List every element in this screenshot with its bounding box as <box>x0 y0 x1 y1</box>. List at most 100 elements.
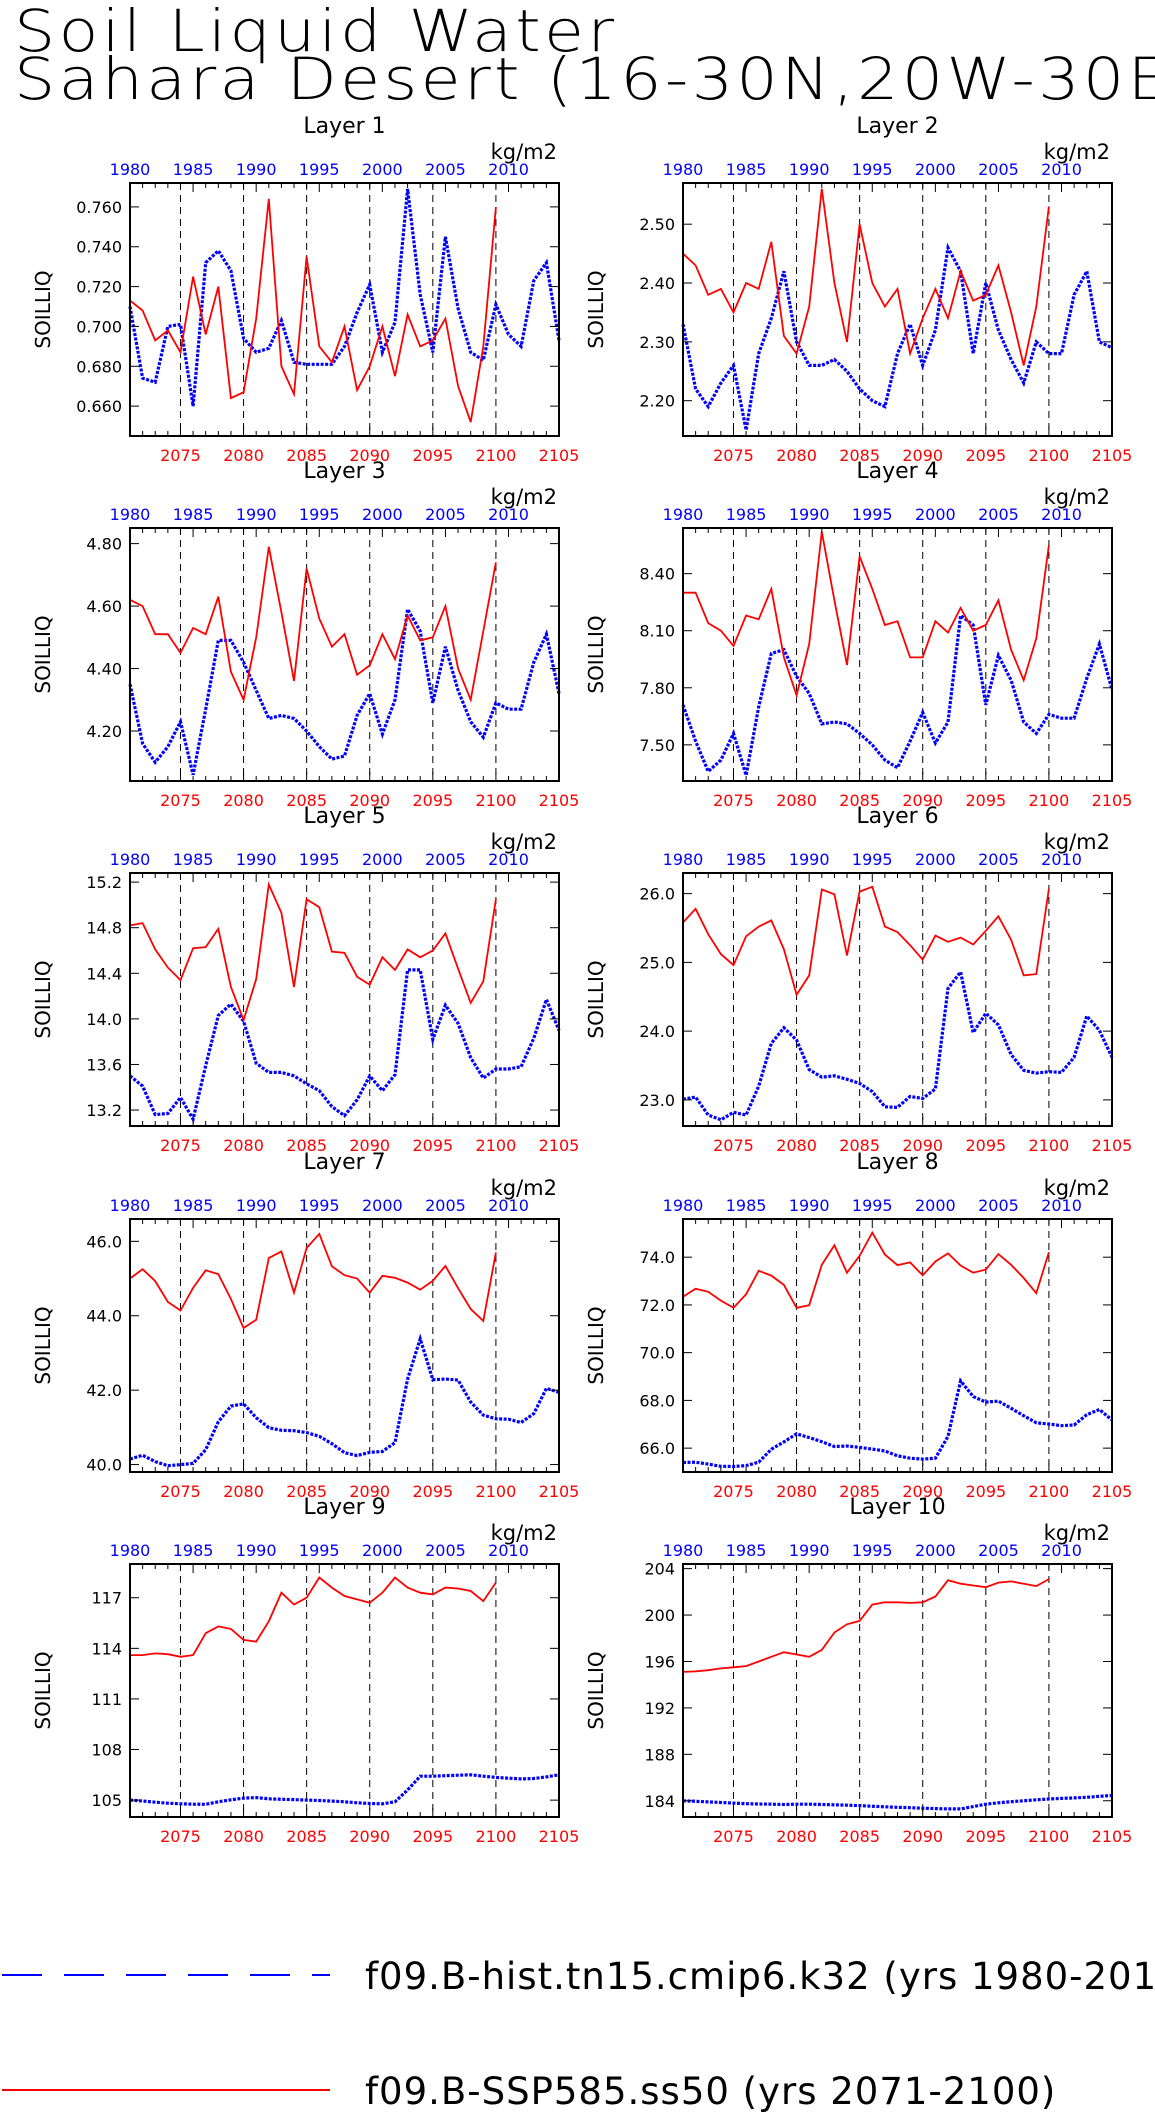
x-tick-label-top: 1980 <box>663 1196 704 1215</box>
x-tick-label-top: 2000 <box>915 505 956 524</box>
x-tick-label-top: 2005 <box>425 505 466 524</box>
x-tick-label-bottom: 2095 <box>965 446 1006 465</box>
x-tick-label-top: 2000 <box>915 160 956 179</box>
panel-7: Layer 7 kg/m2 SOILLIQ 2075 2080 2085 2090 2095 2… <box>31 1150 579 1501</box>
x-tick-label-bottom: 2085 <box>286 1482 327 1501</box>
x-tick-label-bottom: 2090 <box>349 446 390 465</box>
y-tick-label: 13.6 <box>86 1055 122 1074</box>
x-tick-label-bottom: 2095 <box>965 1827 1006 1846</box>
x-tick-label-bottom: 2105 <box>539 1136 580 1155</box>
x-tick-label-bottom: 2075 <box>713 791 754 810</box>
y-tick-label: 26.0 <box>639 885 675 904</box>
x-tick-label-bottom: 2105 <box>539 791 580 810</box>
x-tick-label-bottom: 2080 <box>223 791 264 810</box>
x-tick-label-bottom: 2080 <box>223 446 264 465</box>
x-tick-label-top: 1985 <box>173 505 214 524</box>
x-tick-label-top: 1980 <box>110 850 151 869</box>
x-tick-label-top: 1980 <box>663 160 704 179</box>
panel-units: kg/m2 <box>491 830 557 854</box>
y-tick-label: 2.40 <box>639 274 675 293</box>
x-tick-label-bottom: 2080 <box>776 1827 817 1846</box>
y-axis-label: SOILLIQ <box>584 960 608 1038</box>
x-tick-label-top: 1980 <box>110 160 151 179</box>
x-tick-label-bottom: 2085 <box>839 446 880 465</box>
y-tick-label: 68.0 <box>639 1391 675 1410</box>
x-tick-label-top: 1995 <box>299 1541 340 1560</box>
panel-title: Layer 10 <box>849 1495 945 1520</box>
x-tick-label-bottom: 2100 <box>476 1827 517 1846</box>
x-tick-label-bottom: 2095 <box>965 1136 1006 1155</box>
series-line-ssp <box>129 198 497 423</box>
x-tick-label-top: 1985 <box>173 850 214 869</box>
panel-3: Layer 3 kg/m2 SOILLIQ 2075 2080 2085 2090 2095 2… <box>31 459 579 810</box>
panel-title: Layer 4 <box>856 459 938 484</box>
x-tick-label-bottom: 2090 <box>349 1482 390 1501</box>
x-tick-label-bottom: 2105 <box>1092 1482 1133 1501</box>
y-tick-label: 7.50 <box>639 736 675 755</box>
x-tick-label-bottom: 2090 <box>349 1136 390 1155</box>
x-tick-label-top: 2000 <box>362 1196 403 1215</box>
x-tick-label-bottom: 2105 <box>539 1827 580 1846</box>
x-tick-label-top: 1990 <box>236 505 277 524</box>
panel-title: Layer 7 <box>303 1150 385 1175</box>
legend-entry-hist: f09.B-hist.tn15.cmip6.k32 (yrs 1980-2014… <box>0 1945 1155 2005</box>
series-line-hist <box>128 968 561 1124</box>
x-tick-label-top: 1995 <box>852 850 893 869</box>
panel-title: Layer 3 <box>303 459 385 484</box>
panel-units: kg/m2 <box>1044 1176 1110 1200</box>
x-tick-label-bottom: 2090 <box>349 1827 390 1846</box>
x-tick-label-bottom: 2100 <box>1029 1482 1070 1501</box>
y-axis-label: SOILLIQ <box>31 960 55 1038</box>
y-axis-label: SOILLIQ <box>584 615 608 693</box>
x-tick-label-top: 2010 <box>1041 1196 1082 1215</box>
panel-units: kg/m2 <box>491 485 557 509</box>
series-line-ssp <box>130 1576 497 1658</box>
y-axis-label: SOILLIQ <box>31 1306 55 1384</box>
x-tick-label-bottom: 2085 <box>286 1136 327 1155</box>
x-tick-label-top: 1990 <box>789 505 830 524</box>
x-tick-label-bottom: 2105 <box>539 1482 580 1501</box>
x-tick-label-top: 1985 <box>726 850 767 869</box>
y-tick-label: 66.0 <box>639 1439 675 1458</box>
x-tick-label-bottom: 2085 <box>839 1136 880 1155</box>
legend-swatch-ssp <box>2 2089 330 2091</box>
panel-1: Layer 1 kg/m2 SOILLIQ 2075 2080 2085 2090 2095 2… <box>31 114 579 465</box>
x-tick-label-bottom: 2075 <box>160 791 201 810</box>
x-tick-label-bottom: 2100 <box>476 1482 517 1501</box>
series-line-ssp <box>129 546 497 704</box>
series-line-hist <box>681 242 1113 431</box>
x-tick-label-bottom: 2080 <box>776 1136 817 1155</box>
x-tick-label-bottom: 2080 <box>223 1827 264 1846</box>
y-tick-label: 4.60 <box>86 597 122 616</box>
x-tick-label-top: 2000 <box>362 160 403 179</box>
y-tick-label: 200 <box>644 1606 675 1625</box>
series-line-ssp <box>129 1232 497 1330</box>
x-tick-label-bottom: 2090 <box>349 791 390 810</box>
y-tick-label: 8.10 <box>639 622 675 641</box>
x-tick-label-top: 1990 <box>789 1541 830 1560</box>
x-tick-label-top: 1980 <box>110 1541 151 1560</box>
y-tick-label: 25.0 <box>639 953 675 972</box>
x-tick-label-top: 1985 <box>726 1196 767 1215</box>
panel-units: kg/m2 <box>491 140 557 164</box>
x-tick-label-top: 1980 <box>663 850 704 869</box>
x-tick-label-top: 1980 <box>110 505 151 524</box>
x-tick-label-top: 2000 <box>362 1541 403 1560</box>
x-tick-label-top: 2010 <box>1041 1541 1082 1560</box>
x-tick-label-top: 2000 <box>362 850 403 869</box>
x-tick-label-bottom: 2100 <box>1029 446 1070 465</box>
x-tick-label-bottom: 2075 <box>713 1827 754 1846</box>
x-tick-label-top: 1990 <box>789 850 830 869</box>
series-line-ssp <box>682 1578 1050 1673</box>
plot-frame <box>682 527 1113 782</box>
x-tick-label-bottom: 2090 <box>902 1482 943 1501</box>
x-tick-label-bottom: 2100 <box>476 1136 517 1155</box>
panel-title: Layer 1 <box>303 114 385 139</box>
x-tick-label-top: 1995 <box>299 1196 340 1215</box>
panel-9: Layer 9 kg/m2 SOILLIQ 2075 2080 2085 2090 2095 2… <box>31 1495 579 1846</box>
x-tick-label-bottom: 2080 <box>776 446 817 465</box>
x-tick-label-bottom: 2100 <box>476 791 517 810</box>
y-tick-label: 184 <box>644 1792 675 1811</box>
y-tick-label: 188 <box>644 1745 675 1764</box>
x-tick-label-bottom: 2090 <box>902 446 943 465</box>
